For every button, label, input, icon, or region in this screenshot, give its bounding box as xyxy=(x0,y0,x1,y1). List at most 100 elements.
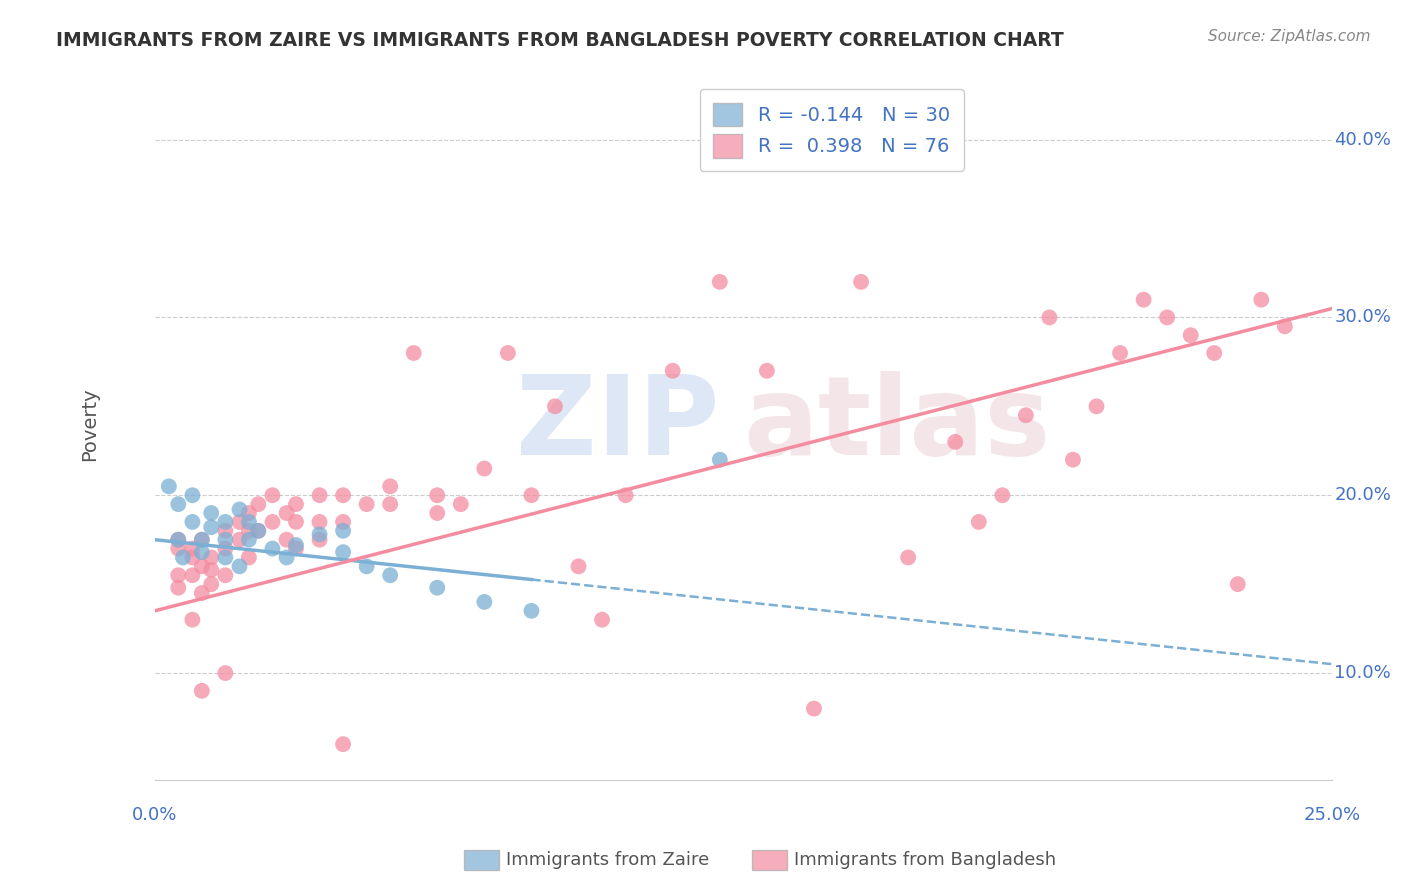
Point xyxy=(200,506,222,520)
Point xyxy=(709,275,731,289)
Point xyxy=(247,524,270,538)
Point xyxy=(228,533,250,547)
Point xyxy=(356,559,378,574)
Point xyxy=(380,568,402,582)
Point xyxy=(520,604,543,618)
Point xyxy=(214,666,236,681)
Text: Poverty: Poverty xyxy=(80,387,100,461)
Point xyxy=(167,541,190,556)
Text: Immigrants from Bangladesh: Immigrants from Bangladesh xyxy=(794,851,1056,869)
Text: 30.0%: 30.0% xyxy=(1334,309,1391,326)
Point xyxy=(472,595,495,609)
Point xyxy=(214,524,236,538)
Point xyxy=(380,497,402,511)
Point xyxy=(167,533,190,547)
Point xyxy=(426,488,449,502)
Point xyxy=(276,550,298,565)
Point xyxy=(897,550,920,565)
Text: Immigrants from Zaire: Immigrants from Zaire xyxy=(506,851,710,869)
Point xyxy=(1180,328,1202,343)
Point xyxy=(285,538,308,552)
Point xyxy=(200,520,222,534)
Point xyxy=(332,515,354,529)
Point xyxy=(921,133,943,147)
Point xyxy=(1204,346,1226,360)
Point xyxy=(214,533,236,547)
Point xyxy=(1156,310,1178,325)
Text: 0.0%: 0.0% xyxy=(132,806,177,824)
Point xyxy=(1226,577,1249,591)
Point xyxy=(191,559,214,574)
Point xyxy=(1132,293,1154,307)
Point xyxy=(262,515,284,529)
Text: atlas: atlas xyxy=(744,370,1050,477)
Point xyxy=(991,488,1014,502)
Point xyxy=(228,559,250,574)
Point xyxy=(214,568,236,582)
Point xyxy=(181,488,204,502)
Point xyxy=(285,541,308,556)
Point xyxy=(228,502,250,516)
Text: 25.0%: 25.0% xyxy=(1303,806,1361,824)
Point xyxy=(262,488,284,502)
Point xyxy=(200,550,222,565)
Text: IMMIGRANTS FROM ZAIRE VS IMMIGRANTS FROM BANGLADESH POVERTY CORRELATION CHART: IMMIGRANTS FROM ZAIRE VS IMMIGRANTS FROM… xyxy=(56,31,1064,50)
Point xyxy=(614,488,637,502)
Point xyxy=(157,479,180,493)
Point xyxy=(285,515,308,529)
Point xyxy=(567,559,589,574)
Point xyxy=(181,550,204,565)
Point xyxy=(238,524,260,538)
Point xyxy=(214,541,236,556)
Point xyxy=(661,364,683,378)
Point xyxy=(276,506,298,520)
Point xyxy=(167,497,190,511)
Point xyxy=(943,434,966,449)
Point xyxy=(450,497,472,511)
Point xyxy=(426,506,449,520)
Point xyxy=(1274,319,1296,334)
Point xyxy=(356,497,378,511)
Point xyxy=(191,533,214,547)
Point xyxy=(402,346,425,360)
Point xyxy=(172,550,194,565)
Point xyxy=(238,515,260,529)
Point xyxy=(238,550,260,565)
Text: 40.0%: 40.0% xyxy=(1334,130,1391,149)
Point xyxy=(214,550,236,565)
Point xyxy=(849,275,872,289)
Point xyxy=(181,541,204,556)
Point xyxy=(709,452,731,467)
Point xyxy=(1015,409,1038,423)
Point xyxy=(181,515,204,529)
Point xyxy=(1109,346,1132,360)
Point xyxy=(214,515,236,529)
Text: Source: ZipAtlas.com: Source: ZipAtlas.com xyxy=(1208,29,1371,44)
Point xyxy=(285,497,308,511)
Point xyxy=(191,683,214,698)
Text: 20.0%: 20.0% xyxy=(1334,486,1391,504)
Point xyxy=(1250,293,1272,307)
Point xyxy=(191,545,214,559)
Point xyxy=(247,497,270,511)
Point xyxy=(426,581,449,595)
Point xyxy=(332,737,354,751)
Text: 10.0%: 10.0% xyxy=(1334,664,1391,682)
Point xyxy=(308,515,330,529)
Point xyxy=(755,364,778,378)
Point xyxy=(332,524,354,538)
Point xyxy=(247,524,270,538)
Point xyxy=(191,586,214,600)
Point xyxy=(803,701,825,715)
Point xyxy=(520,488,543,502)
Legend: R = -0.144   N = 30, R =  0.398   N = 76: R = -0.144 N = 30, R = 0.398 N = 76 xyxy=(700,89,963,171)
Point xyxy=(1062,452,1084,467)
Point xyxy=(262,541,284,556)
Point xyxy=(200,563,222,577)
Point xyxy=(228,515,250,529)
Point xyxy=(167,533,190,547)
Point xyxy=(332,488,354,502)
Point xyxy=(181,613,204,627)
Point xyxy=(544,400,567,414)
Point xyxy=(167,581,190,595)
